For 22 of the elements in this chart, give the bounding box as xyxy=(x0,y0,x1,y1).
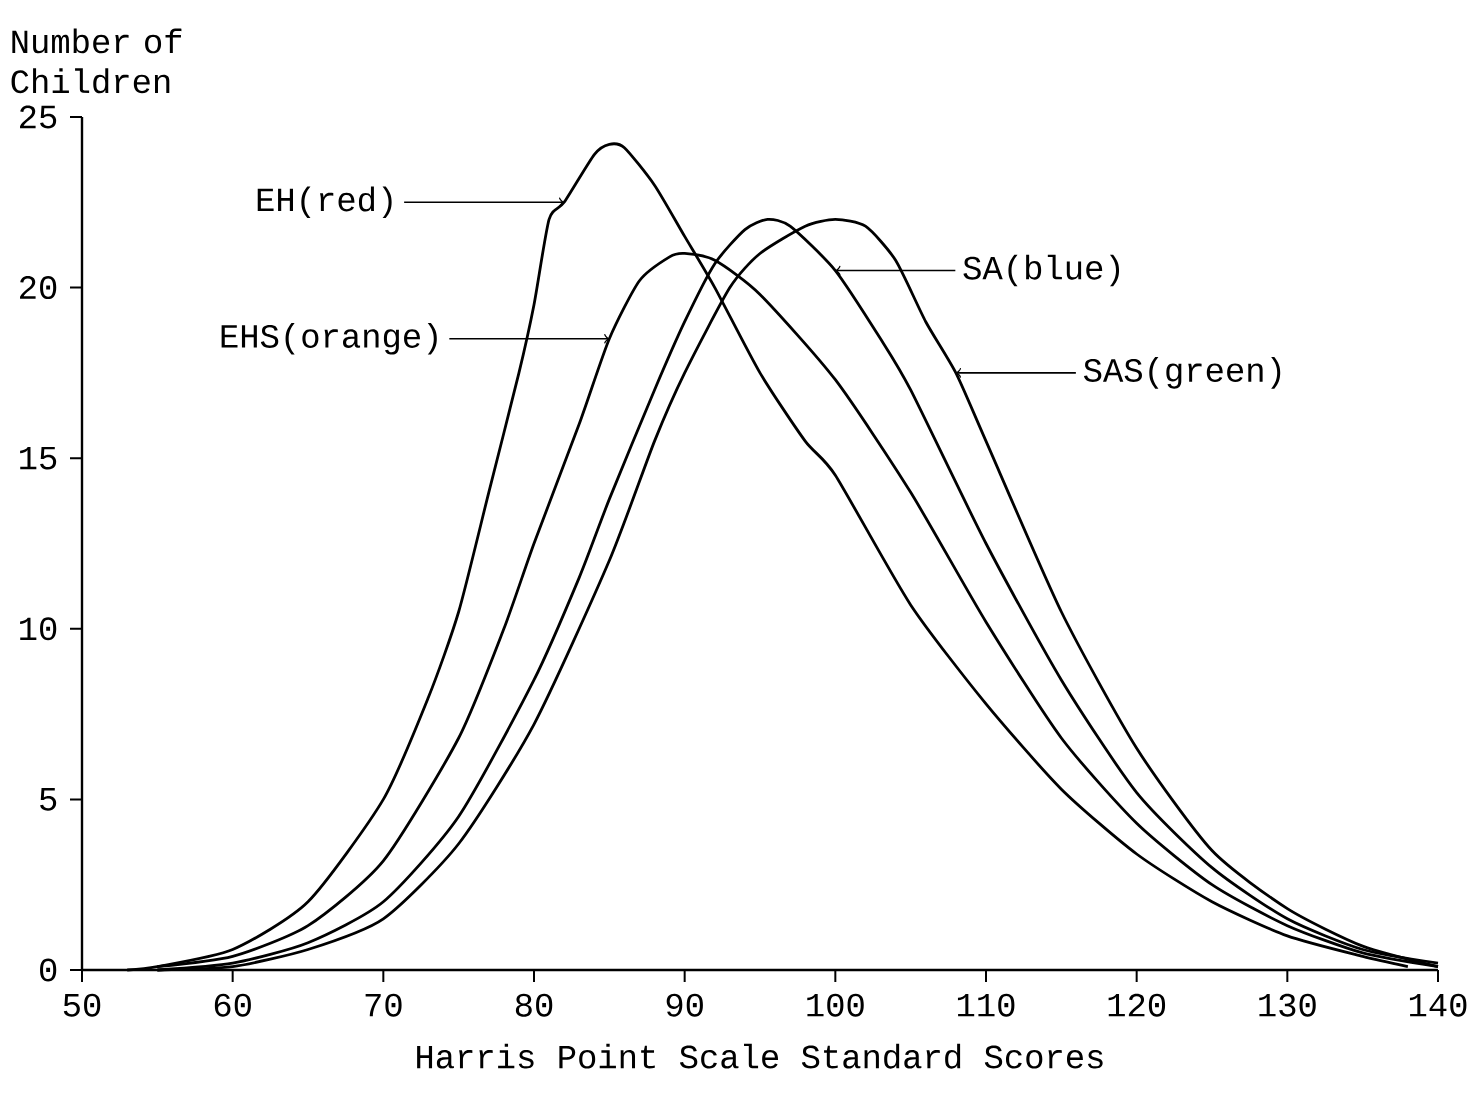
text: EHS(orange) xyxy=(221,323,437,355)
x-tick-label: 80 xyxy=(515,993,553,1017)
x-tick-label: 70 xyxy=(365,993,402,1017)
x-tick-label: 120 xyxy=(1108,993,1166,1017)
y-tick-label: 5 xyxy=(40,788,57,811)
y-tick-label: 20 xyxy=(20,276,57,300)
x-tick-label: 130 xyxy=(1259,993,1316,1017)
x-tick-label: 100 xyxy=(807,993,864,1017)
x-tick-label: 60 xyxy=(214,993,251,1017)
text: EH(red) xyxy=(257,186,392,219)
x-tick-label: 50 xyxy=(63,993,101,1017)
y-tick-label: 10 xyxy=(20,617,57,641)
y-tick-label: 25 xyxy=(20,105,57,129)
legend-label: SAS(green) xyxy=(1083,357,1281,389)
x-axis-title: Harris Point Scale Standard Scores xyxy=(417,1043,1103,1069)
y-tick-label: 0 xyxy=(40,958,57,982)
legend-label: SA(blue) xyxy=(963,254,1120,287)
y-axis-title: Number of Children xyxy=(11,28,182,94)
y-tick-label: 15 xyxy=(20,446,57,470)
x-tick-label: 140 xyxy=(1409,993,1467,1017)
x-tick-label: 110 xyxy=(957,993,1015,1017)
x-tick-label: 90 xyxy=(666,993,703,1017)
